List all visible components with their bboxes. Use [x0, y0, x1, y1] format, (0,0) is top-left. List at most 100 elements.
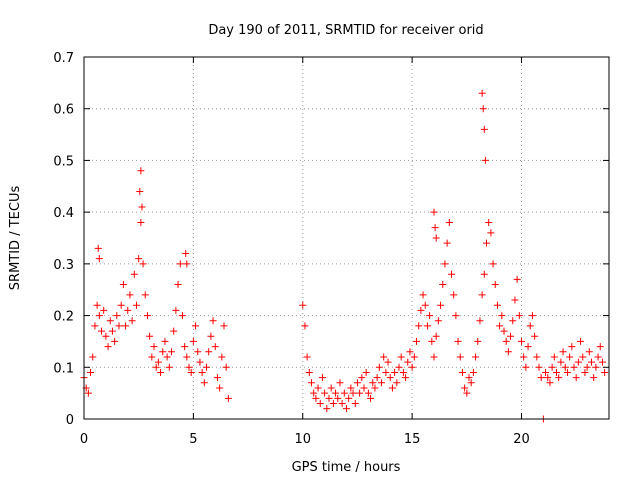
- data-point: [126, 291, 134, 299]
- data-point: [397, 353, 405, 361]
- x-tick-label: 15: [404, 432, 421, 447]
- chart-title: Day 190 of 2011, SRMTID for receiver ori…: [208, 23, 483, 38]
- data-point: [544, 374, 552, 382]
- data-point: [176, 260, 184, 268]
- y-axis-label: SRMTID / TECUs: [8, 186, 23, 291]
- data-point: [502, 337, 510, 345]
- data-point: [406, 348, 414, 356]
- data-point: [509, 317, 517, 325]
- data-point: [588, 358, 595, 366]
- data-point: [172, 306, 180, 314]
- data-point: [170, 327, 178, 335]
- data-point: [91, 322, 99, 330]
- y-tick-label: 0.3: [53, 258, 74, 273]
- data-point: [528, 312, 536, 320]
- data-point: [553, 368, 560, 376]
- data-point: [542, 368, 550, 376]
- data-point: [479, 105, 487, 113]
- data-point: [469, 368, 477, 376]
- data-point: [445, 218, 453, 226]
- data-point: [163, 353, 171, 361]
- data-point: [441, 260, 449, 268]
- data-point: [594, 353, 602, 361]
- data-point: [310, 389, 318, 397]
- y-tick-label: 0.4: [53, 206, 74, 221]
- data-point: [353, 379, 361, 387]
- data-point: [393, 379, 401, 387]
- data-point: [526, 322, 534, 330]
- data-point: [334, 394, 342, 402]
- data-point: [478, 291, 486, 299]
- x-tick-label: 10: [294, 432, 311, 447]
- data-point: [480, 270, 488, 278]
- data-point: [224, 394, 232, 402]
- data-point: [209, 317, 217, 325]
- x-tick-label: 20: [513, 432, 530, 447]
- data-point: [87, 368, 95, 376]
- data-point: [518, 337, 525, 345]
- data-point: [380, 353, 388, 361]
- data-point: [119, 281, 127, 289]
- data-point: [194, 348, 202, 356]
- data-point: [395, 363, 403, 371]
- data-point: [360, 384, 368, 392]
- data-point: [493, 301, 501, 309]
- data-point: [410, 353, 418, 361]
- data-point: [515, 312, 523, 320]
- y-tick-label: 0.5: [53, 154, 74, 169]
- data-point: [369, 379, 377, 387]
- data-point: [430, 208, 438, 216]
- data-point: [338, 399, 346, 407]
- data-point: [148, 353, 156, 361]
- data-point: [520, 353, 528, 361]
- data-point: [559, 348, 567, 356]
- data-point: [347, 384, 355, 392]
- data-point: [388, 384, 396, 392]
- data-point: [192, 322, 200, 330]
- data-point: [95, 255, 103, 263]
- data-point: [572, 374, 580, 382]
- data-point: [321, 389, 329, 397]
- data-point: [168, 348, 175, 356]
- data-point: [384, 358, 392, 366]
- data-point: [183, 260, 191, 268]
- data-point: [598, 358, 606, 366]
- data-point: [500, 327, 508, 335]
- data-point: [218, 353, 226, 361]
- data-point: [343, 405, 350, 413]
- data-point: [124, 306, 132, 314]
- data-point: [399, 368, 407, 376]
- data-point: [198, 368, 206, 376]
- data-point: [196, 358, 204, 366]
- data-point: [415, 322, 423, 330]
- data-point: [89, 353, 97, 361]
- data-point: [555, 374, 563, 382]
- data-point: [141, 291, 149, 299]
- y-tick-label: 0: [66, 413, 74, 428]
- data-point: [430, 353, 438, 361]
- data-point: [373, 374, 381, 382]
- data-point: [154, 358, 162, 366]
- data-point: [200, 379, 208, 387]
- data-point: [371, 384, 379, 392]
- data-point: [522, 363, 530, 371]
- data-point: [222, 363, 230, 371]
- data-point: [106, 317, 114, 325]
- data-point: [138, 203, 146, 211]
- data-point: [203, 363, 210, 371]
- data-point: [113, 312, 121, 320]
- data-point: [336, 379, 344, 387]
- data-point: [150, 343, 158, 351]
- data-point: [351, 399, 359, 407]
- data-point: [579, 353, 587, 361]
- data-point: [358, 374, 366, 382]
- data-point: [182, 250, 190, 258]
- data-point: [213, 374, 221, 382]
- data-point: [187, 368, 195, 376]
- data-point: [550, 353, 558, 361]
- data-point: [570, 363, 578, 371]
- data-point: [537, 374, 545, 382]
- data-point: [461, 384, 469, 392]
- data-point: [531, 332, 539, 340]
